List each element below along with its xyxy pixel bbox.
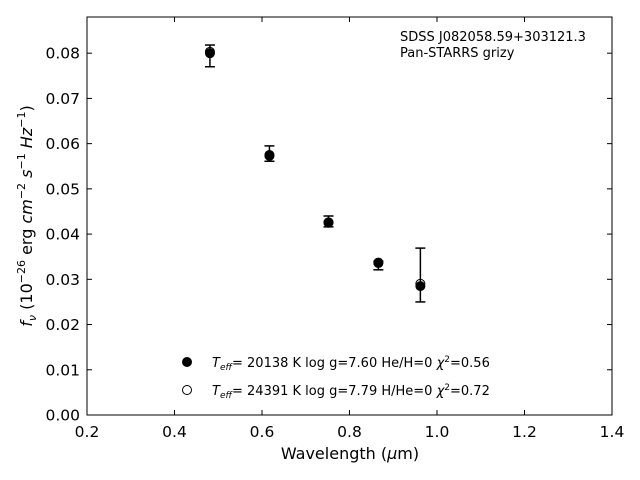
object-name: SDSS J082058.59+303121.3: [400, 30, 586, 45]
y-tick-label: 0.06: [45, 135, 80, 153]
legend: Teff= 20138 K log g=7.60 He/H=0 χ2=0.56 …: [182, 355, 490, 401]
legend-marker-filled: [182, 357, 192, 367]
x-tick-label: 1.4: [600, 423, 625, 441]
y-tick-label: 0.07: [45, 90, 80, 108]
y-tick-label: 0.03: [45, 271, 80, 289]
model-point-filled: [415, 281, 426, 292]
x-tick-label: 0.6: [250, 423, 275, 441]
y-tick-label: 0.08: [45, 45, 80, 63]
model-point-filled: [373, 257, 384, 268]
model-point-filled: [204, 48, 215, 59]
x-tick-label: 0.2: [75, 423, 100, 441]
x-tick-label: 0.8: [337, 423, 362, 441]
x-tick-label: 0.4: [162, 423, 187, 441]
x-ticks: 0.2 0.4 0.6 0.8 1.0 1.2 1.4: [75, 17, 625, 441]
legend-marker-open: [182, 385, 192, 395]
x-axis-title: Wavelength (μm): [281, 444, 419, 463]
plot-marks: [204, 44, 426, 303]
x-tick-label: 1.2: [512, 423, 537, 441]
legend-entry-1: Teff= 20138 K log g=7.60 He/H=0 χ2=0.56: [212, 355, 490, 373]
y-tick-label: 0.01: [45, 361, 80, 379]
model-point-filled: [323, 217, 334, 228]
x-tick-label: 1.0: [425, 423, 450, 441]
survey-name: Pan-STARRS grizy: [400, 46, 515, 61]
legend-entry-2: Teff= 24391 K log g=7.79 H/He=0 χ2=0.72: [212, 383, 490, 401]
y-tick-label: 0.05: [45, 180, 80, 198]
y-ticks: 0.00 0.01 0.02 0.03 0.04 0.05 0.06 0.07 0.08: [45, 45, 612, 425]
y-tick-label: 0.04: [45, 226, 80, 244]
y-tick-label: 0.00: [45, 407, 80, 425]
y-tick-label: 0.02: [45, 316, 80, 334]
model-point-filled: [264, 150, 275, 161]
y-axis-title: fν (10−26 erg cm−2 s−1 Hz−1): [15, 105, 39, 326]
